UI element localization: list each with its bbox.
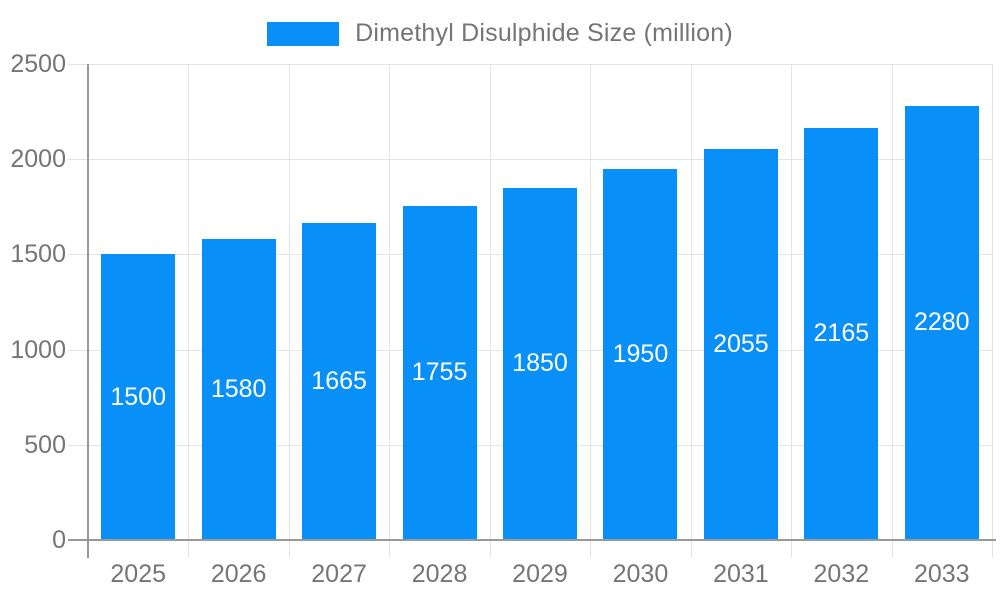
bar-value-label: 1500 — [110, 382, 167, 411]
gridline-vertical — [489, 64, 491, 558]
x-axis-tick-label: 2028 — [411, 560, 468, 588]
y-axis-tick-label: 1000 — [10, 335, 66, 364]
bar[interactable]: 1950 — [603, 168, 678, 540]
bar-value-label: 2055 — [713, 329, 769, 358]
gridline-vertical — [992, 64, 993, 558]
gridline-horizontal — [68, 159, 992, 161]
x-axis-tick-label: 2025 — [110, 560, 167, 588]
y-axis-tick-label: 0 — [52, 526, 66, 554]
gridline-vertical — [590, 64, 592, 558]
bar-value-label: 2280 — [913, 308, 970, 337]
bar-value-label: 1850 — [512, 349, 568, 378]
legend-item[interactable]: Dimethyl Disulphide Size (million) — [267, 19, 733, 48]
x-axis-tick-label: 2031 — [713, 560, 769, 588]
y-axis-tick-label: 500 — [24, 430, 66, 459]
gridline-vertical — [288, 64, 290, 558]
x-axis-tick-label: 2029 — [512, 560, 568, 588]
y-axis-tick-label: 2000 — [10, 145, 66, 174]
bar-value-label: 1755 — [411, 358, 468, 387]
bar[interactable]: 1850 — [503, 187, 577, 540]
bar[interactable]: 1755 — [402, 205, 477, 540]
bar-value-label: 1580 — [210, 375, 267, 404]
x-axis-tick-label: 2032 — [813, 560, 870, 588]
gridline-vertical — [389, 64, 391, 558]
x-axis-tick-label: 2026 — [210, 560, 267, 588]
gridline-vertical — [891, 64, 893, 558]
x-axis-tick-label: 2030 — [612, 560, 669, 588]
bar[interactable]: 1580 — [201, 239, 276, 540]
y-axis-tick-label: 2500 — [10, 50, 66, 78]
bar[interactable]: 2055 — [703, 148, 778, 540]
x-axis-line — [68, 539, 996, 541]
bar[interactable]: 1500 — [101, 254, 176, 540]
legend-label: Dimethyl Disulphide Size (million) — [355, 19, 733, 47]
gridline-vertical — [188, 64, 190, 558]
bar[interactable]: 2280 — [904, 105, 979, 540]
bar[interactable]: 1665 — [302, 222, 377, 540]
bar[interactable]: 2165 — [804, 127, 879, 540]
gridline-vertical — [690, 64, 692, 558]
gridline-horizontal — [68, 64, 992, 65]
bar-value-label: 1950 — [612, 339, 669, 368]
y-axis-tick-label: 1500 — [10, 240, 66, 269]
gridline-vertical — [791, 64, 793, 558]
x-axis-tick-label: 2027 — [311, 560, 367, 588]
y-axis-line — [87, 64, 89, 558]
legend: Dimethyl Disulphide Size (million) — [0, 19, 1000, 48]
bar-value-label: 2165 — [813, 319, 870, 348]
bar-value-label: 1665 — [311, 366, 367, 395]
legend-swatch — [267, 21, 340, 46]
x-axis-tick-label: 2033 — [913, 560, 970, 588]
